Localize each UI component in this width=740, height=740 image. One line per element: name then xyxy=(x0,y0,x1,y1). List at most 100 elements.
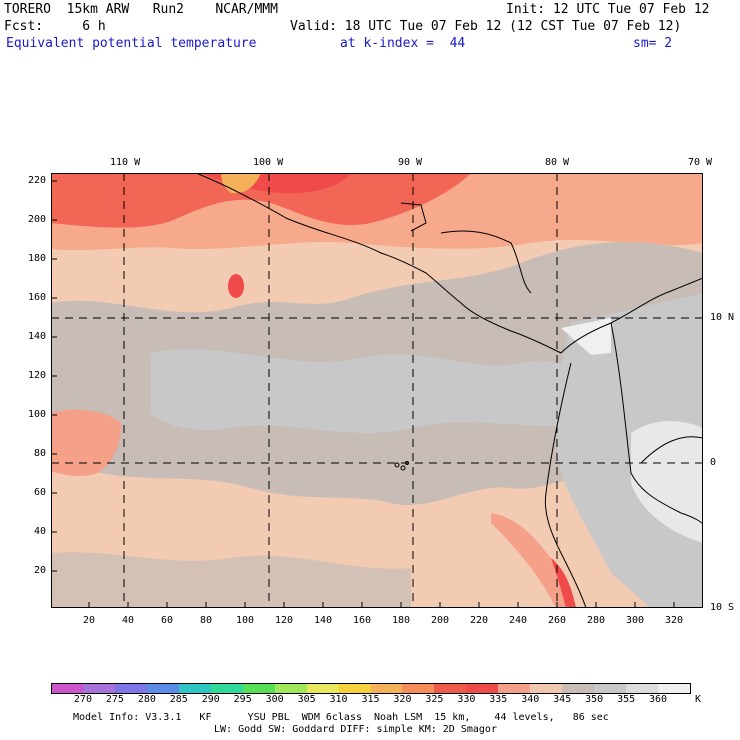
field-name: Equivalent potential temperature xyxy=(6,36,257,51)
colorbar-label: 340 xyxy=(521,694,540,705)
colorbar-swatch xyxy=(210,683,244,694)
physics-info: LW: Godd SW: Goddard DIFF: simple KM: 2D… xyxy=(214,724,497,735)
colorbar-label: 280 xyxy=(137,694,156,705)
lon-label-110w: 110 W xyxy=(110,157,141,168)
coast-west-sa xyxy=(544,362,587,608)
x-label: 60 xyxy=(160,615,174,626)
run-title: TORERO 15km ARW Run2 NCAR/MMM xyxy=(4,2,278,17)
x-label: 200 xyxy=(430,615,450,626)
x-label: 40 xyxy=(121,615,135,626)
colorbar-swatch xyxy=(114,683,148,694)
y-label: 140 xyxy=(27,331,46,342)
colorbar-label: 360 xyxy=(649,694,668,705)
x-label: 160 xyxy=(352,615,372,626)
colorbar-swatch xyxy=(51,683,85,694)
theta-e-map xyxy=(51,173,703,608)
graticule xyxy=(51,173,703,608)
x-label: 320 xyxy=(664,615,684,626)
x-label: 120 xyxy=(274,615,294,626)
galapagos-island xyxy=(400,465,406,471)
colorbar-swatch xyxy=(562,683,595,694)
valid-time: Valid: 18 UTC Tue 07 Feb 12 (12 CST Tue … xyxy=(290,19,682,34)
x-label: 140 xyxy=(313,615,333,626)
forecast-hour: Fcst: 6 h xyxy=(4,19,106,34)
field-colombia-white xyxy=(561,318,611,355)
map-frame xyxy=(51,173,703,608)
field-spot xyxy=(228,274,244,298)
colorbar-label: 315 xyxy=(361,694,380,705)
colorbar-swatch xyxy=(530,683,563,694)
colorbar-label: 345 xyxy=(553,694,572,705)
colorbar-label: 335 xyxy=(489,694,508,705)
colorbar-label: 330 xyxy=(457,694,476,705)
colorbar-swatch xyxy=(370,683,403,694)
colorbar-swatch xyxy=(242,683,276,694)
coast-north-sa xyxy=(560,277,703,354)
colorbar-unit: K xyxy=(694,694,702,705)
y-label: 120 xyxy=(27,370,46,381)
x-label: 100 xyxy=(235,615,255,626)
colorbar-swatch xyxy=(306,683,340,694)
colorbar-label: 355 xyxy=(617,694,636,705)
colorbar-swatch xyxy=(658,683,692,694)
y-label: 40 xyxy=(33,526,46,537)
colorbar-label: 310 xyxy=(329,694,348,705)
field-band-red xyxy=(51,173,471,228)
lon-label-70w: 70 W xyxy=(688,157,713,168)
y-label: 220 xyxy=(27,175,46,186)
colorbar-label: 325 xyxy=(425,694,444,705)
border-ecuador xyxy=(640,436,703,464)
x-label: 280 xyxy=(586,615,606,626)
y-label: 100 xyxy=(27,409,46,420)
y-label: 20 xyxy=(33,565,46,576)
model-info: Model Info: V3.3.1 KF YSU PBL WDM 6class… xyxy=(73,712,609,723)
field-andes-white xyxy=(631,421,703,543)
colorbar-label: 290 xyxy=(201,694,220,705)
y-label: 60 xyxy=(33,487,46,498)
smoothing: sm= 2 xyxy=(633,36,673,51)
galapagos-island xyxy=(394,462,400,468)
field-band-gray-lower xyxy=(51,552,411,608)
colorbar-label: 295 xyxy=(233,694,252,705)
colorbar-label: 300 xyxy=(265,694,284,705)
colorbar-swatch xyxy=(338,683,371,694)
map-ticks xyxy=(51,180,675,608)
init-time: Init: 12 UTC Tue 07 Feb 12 xyxy=(506,2,710,17)
coastlines xyxy=(195,173,703,608)
colorbar-swatch xyxy=(626,683,659,694)
coast-yucatan xyxy=(400,202,427,232)
level-index: at k-index = 44 xyxy=(340,36,466,51)
x-label: 80 xyxy=(199,615,213,626)
colorbar-swatch xyxy=(146,683,180,694)
x-label: 260 xyxy=(547,615,567,626)
colorbar-label: 350 xyxy=(585,694,604,705)
field-salmon-west xyxy=(51,409,122,476)
x-label: 240 xyxy=(508,615,528,626)
colorbar-label: 270 xyxy=(73,694,92,705)
lat-label-10s: 10 S xyxy=(710,602,735,613)
lat-label-0: 0 xyxy=(710,457,717,468)
colorbar-swatch xyxy=(594,683,627,694)
colorbar-swatch xyxy=(402,683,435,694)
field-peru-salmon xyxy=(491,513,576,608)
colorbar-label: 285 xyxy=(169,694,188,705)
colorbar-swatch xyxy=(178,683,212,694)
colorbar-label: 305 xyxy=(297,694,316,705)
colorbar-swatch xyxy=(82,683,116,694)
coast-central-america xyxy=(195,173,562,354)
x-label: 220 xyxy=(469,615,489,626)
coast-caribbean xyxy=(440,230,532,294)
x-label: 300 xyxy=(625,615,645,626)
lon-label-100w: 100 W xyxy=(253,157,284,168)
colorbar-swatch xyxy=(498,683,531,694)
colorbar-swatch xyxy=(466,683,499,694)
y-label: 160 xyxy=(27,292,46,303)
colorbar-label: 275 xyxy=(105,694,124,705)
field-region-cool xyxy=(151,349,591,433)
y-label: 200 xyxy=(27,214,46,225)
x-label: 20 xyxy=(82,615,96,626)
lon-label-80w: 80 W xyxy=(545,157,570,168)
y-label: 180 xyxy=(27,253,46,264)
colorbar-swatch xyxy=(274,683,308,694)
lon-label-90w: 90 W xyxy=(398,157,423,168)
